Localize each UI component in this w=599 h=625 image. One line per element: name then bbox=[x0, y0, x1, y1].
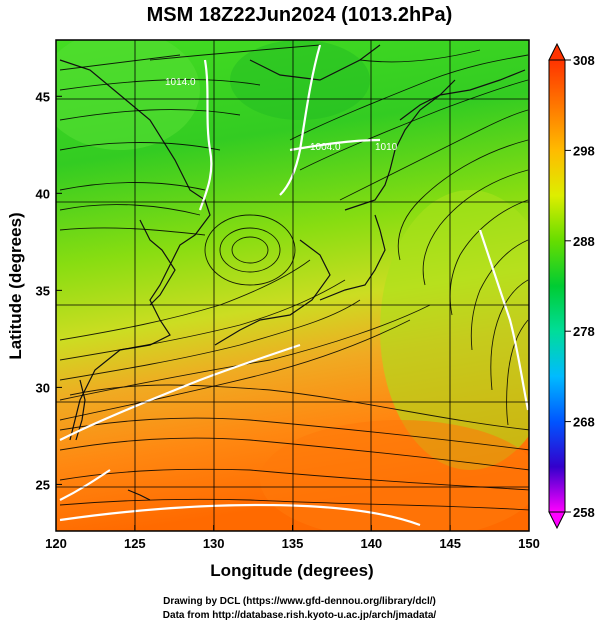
colorbar-tick-label: 258 bbox=[573, 505, 595, 520]
x-tick-label: 150 bbox=[518, 536, 540, 551]
isobar-label-3: 1010 bbox=[375, 142, 398, 153]
coastlines bbox=[59, 44, 526, 501]
x-tick-label: 145 bbox=[439, 536, 461, 551]
colorbar-tick-label: 268 bbox=[573, 415, 595, 430]
colorbar-tick-label: 308 bbox=[573, 53, 595, 68]
y-tick-label: 40 bbox=[36, 186, 50, 201]
colorbar-tick-label: 298 bbox=[573, 143, 595, 158]
footer-credit: Drawing by DCL (https://www.gfd-dennou.o… bbox=[163, 596, 436, 607]
map-title: MSM 18Z22Jun2024 (1013.2hPa) bbox=[146, 4, 453, 26]
temperature-field: 1014.0 1004.0 1010 bbox=[56, 40, 529, 531]
x-tick-label: 125 bbox=[124, 536, 146, 551]
y-axis-ticks: 25 30 35 40 45 bbox=[36, 89, 62, 492]
isobars bbox=[59, 44, 529, 527]
lat-lon-grid bbox=[56, 40, 529, 531]
y-tick-label: 30 bbox=[36, 380, 50, 395]
isobar-label-2: 1004.0 bbox=[310, 142, 341, 153]
x-axis-label: Longitude (degrees) bbox=[210, 561, 373, 580]
colorbar-tick-label: 288 bbox=[573, 234, 595, 249]
x-axis-ticks: 120 125 130 135 140 145 150 bbox=[45, 525, 540, 551]
y-tick-label: 45 bbox=[36, 89, 50, 104]
isobar-label-1: 1014.0 bbox=[165, 77, 196, 88]
y-axis-label: Latitude (degrees) bbox=[6, 212, 25, 359]
x-tick-label: 120 bbox=[45, 536, 67, 551]
colorbar: 308 298 288 278 268 258 bbox=[548, 42, 595, 530]
x-tick-label: 140 bbox=[360, 536, 382, 551]
x-tick-label: 135 bbox=[282, 536, 304, 551]
footer-data-source: Data from http://database.rish.kyoto-u.a… bbox=[162, 610, 437, 621]
y-tick-label: 25 bbox=[36, 477, 50, 492]
y-tick-label: 35 bbox=[36, 283, 50, 298]
x-tick-label: 130 bbox=[203, 536, 225, 551]
colorbar-tick-label: 278 bbox=[573, 324, 595, 339]
